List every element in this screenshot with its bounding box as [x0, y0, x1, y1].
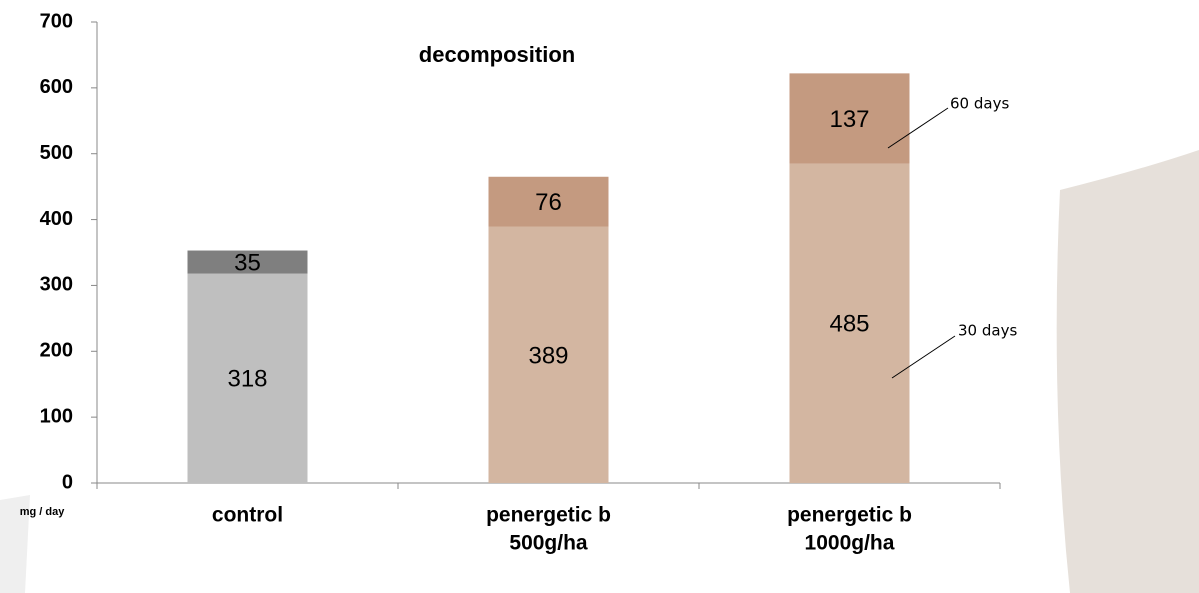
- x-tick-label: penergetic b: [486, 504, 611, 527]
- y-tick-label: 600: [40, 76, 73, 98]
- annotation: 60 days: [950, 95, 1009, 113]
- y-axis-label: mg / day: [20, 506, 66, 518]
- bar-segment: [187, 250, 308, 274]
- value-label: 137: [829, 106, 869, 133]
- y-tick-label: 700: [40, 10, 73, 32]
- bar-segment: [789, 73, 910, 164]
- bar-segment: [789, 163, 910, 484]
- value-label: 485: [829, 311, 869, 338]
- background-photo: [1056, 150, 1199, 593]
- annotation-line: [887, 107, 949, 149]
- x-tick-label: 1000g/ha: [805, 532, 895, 555]
- y-tick-label: 0: [62, 471, 73, 493]
- value-label: 389: [528, 342, 568, 369]
- value-label: 35: [234, 249, 261, 276]
- annotation: 30 days: [958, 322, 1017, 340]
- bar-segment: [488, 176, 609, 227]
- y-tick-label: 100: [40, 405, 73, 427]
- y-tick-label: 200: [40, 340, 73, 362]
- annotation-line: [891, 335, 956, 379]
- chart-title: decomposition: [419, 42, 575, 67]
- background-shape: [0, 495, 30, 593]
- bar-segment: [187, 273, 308, 483]
- x-tick-label: 500g/ha: [509, 532, 588, 555]
- value-label: 318: [227, 366, 267, 393]
- y-tick-label: 500: [40, 142, 73, 164]
- y-tick-label: 300: [40, 274, 73, 296]
- y-tick-label: 400: [40, 208, 73, 230]
- value-label: 76: [535, 189, 562, 216]
- x-tick-label: control: [212, 504, 283, 527]
- x-tick-label: penergetic b: [787, 504, 912, 527]
- bar-segment: [488, 226, 609, 483]
